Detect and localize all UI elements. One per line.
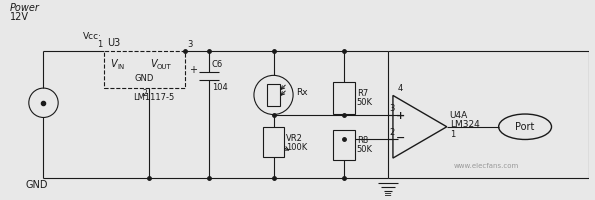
Text: 12V: 12V [10,12,29,22]
Text: +: + [396,111,405,121]
Text: C6: C6 [212,60,223,69]
Text: 50K: 50K [357,98,372,107]
Text: 3: 3 [390,104,395,113]
Text: 2: 2 [142,89,147,98]
Text: V: V [150,59,157,69]
Text: R8: R8 [357,136,368,145]
Text: Port: Port [515,122,535,132]
Text: 104: 104 [212,83,228,92]
Text: V: V [110,59,117,69]
Text: U3: U3 [107,38,120,48]
Text: +: + [189,65,197,75]
Text: Rx: Rx [296,88,308,97]
Text: IN: IN [117,64,124,70]
Text: 1: 1 [450,130,455,139]
Text: Power: Power [10,3,40,13]
Bar [263,127,284,157]
Text: www.elecfans.com: www.elecfans.com [453,163,519,169]
Text: U4A: U4A [450,111,468,120]
Text: R7: R7 [357,89,368,98]
Bar [333,130,355,160]
Bar [333,82,355,114]
Text: −: − [396,133,405,143]
Text: 2: 2 [390,128,395,137]
Text: LM324: LM324 [450,120,480,129]
Text: GND: GND [134,74,154,83]
Bar [267,84,280,106]
Text: Vcc·: Vcc· [83,32,102,41]
Text: 3: 3 [187,40,193,49]
Text: OUT: OUT [157,64,172,70]
Text: 50K: 50K [357,145,372,154]
Text: GND: GND [26,180,48,190]
Text: 100K: 100K [286,143,308,152]
Text: VR2: VR2 [286,134,303,143]
Bar [104,51,186,88]
Text: 1: 1 [97,40,102,49]
Text: 4: 4 [398,84,403,93]
Text: LM1117-5: LM1117-5 [133,93,175,102]
Text: =: = [384,190,392,200]
